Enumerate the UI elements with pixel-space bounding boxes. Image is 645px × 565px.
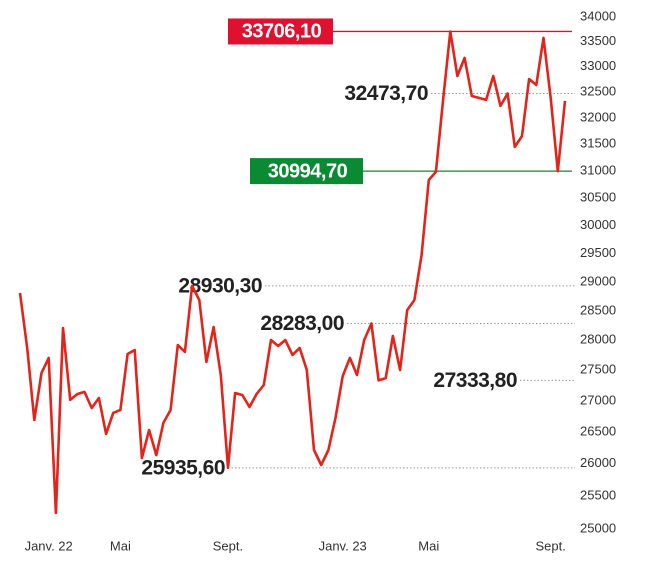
y-tick-label: 32000 — [580, 109, 616, 124]
y-tick-label: 29500 — [580, 245, 616, 260]
x-tick-label: Janv. 23 — [319, 538, 367, 553]
y-tick-label: 34000 — [580, 8, 616, 23]
annotation-label: 28930,30 — [178, 274, 262, 297]
y-tick-label: 27000 — [580, 392, 616, 407]
y-tick-label: 26000 — [580, 455, 616, 470]
y-tick-label: 30000 — [580, 217, 616, 232]
x-tick-label: Sept. — [213, 538, 243, 553]
annotation-box — [228, 18, 333, 45]
y-tick-label: 26500 — [580, 423, 616, 438]
y-tick-label: 30500 — [580, 189, 616, 204]
annotation-label: 32473,70 — [344, 82, 428, 105]
y-tick-label: 31000 — [580, 162, 616, 177]
annotation-label: 28283,00 — [260, 312, 344, 335]
x-tick-label: Janv. 22 — [25, 538, 73, 553]
y-tick-label: 33000 — [580, 58, 616, 73]
annotation-label: 25935,60 — [141, 456, 225, 479]
x-tick-label: Sept. — [535, 538, 565, 553]
annotation-box — [250, 158, 363, 185]
y-tick-label: 28500 — [580, 302, 616, 317]
y-tick-label: 32500 — [580, 84, 616, 99]
x-tick-label: Mai — [110, 538, 131, 553]
y-tick-label: 29000 — [580, 273, 616, 288]
x-tick-label: Mai — [418, 538, 439, 553]
y-tick-label: 27500 — [580, 362, 616, 377]
annotation-label: 33706,10 — [242, 21, 322, 43]
y-tick-label: 33500 — [580, 33, 616, 48]
annotation-label: 30994,70 — [268, 160, 348, 182]
price-line — [18, 30, 567, 515]
y-tick-label: 25000 — [580, 520, 616, 535]
annotation-label: 27333,80 — [433, 369, 517, 392]
y-tick-label: 31500 — [580, 136, 616, 151]
y-tick-label: 25500 — [580, 487, 616, 502]
y-tick-label: 28000 — [580, 332, 616, 347]
